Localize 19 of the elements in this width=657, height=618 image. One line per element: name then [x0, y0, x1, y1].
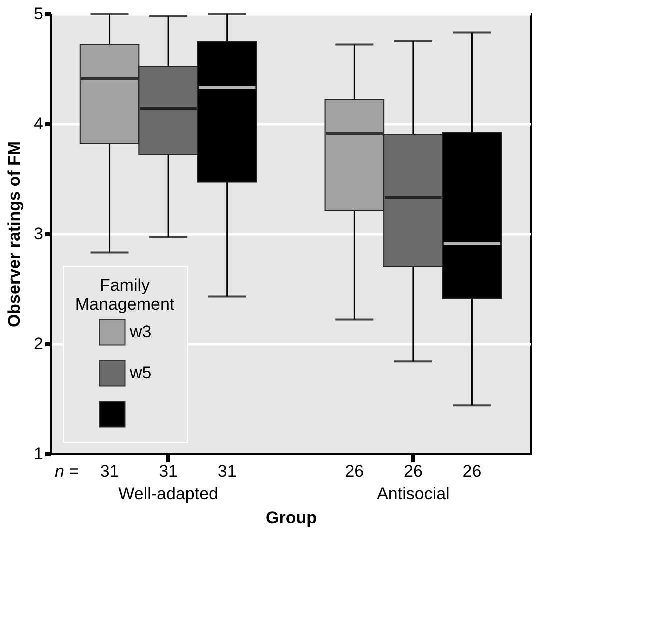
x-tick-label: Antisocial	[377, 484, 450, 504]
y-tick-label: 3	[34, 224, 44, 244]
y-axis-title: Observer ratings of FM	[5, 141, 24, 328]
x-tick-label: Well-adapted	[118, 484, 218, 504]
y-tick-label: 4	[34, 114, 44, 134]
legend-label: w3	[129, 322, 152, 342]
x-axis-title: Group	[266, 508, 317, 528]
text: n =	[55, 462, 80, 481]
text: 26	[345, 462, 364, 481]
legend-label: w5	[129, 364, 152, 382]
text: 31	[218, 462, 237, 481]
text: 26	[404, 462, 423, 481]
y-tick-label: 5	[34, 4, 44, 24]
y-tick-label: 2	[34, 334, 44, 354]
text: 31	[159, 462, 178, 481]
text: 26	[462, 462, 482, 481]
legend-title: Family Management	[75, 276, 175, 314]
text: 31	[100, 462, 120, 481]
y-tick-label: 1	[34, 444, 44, 464]
